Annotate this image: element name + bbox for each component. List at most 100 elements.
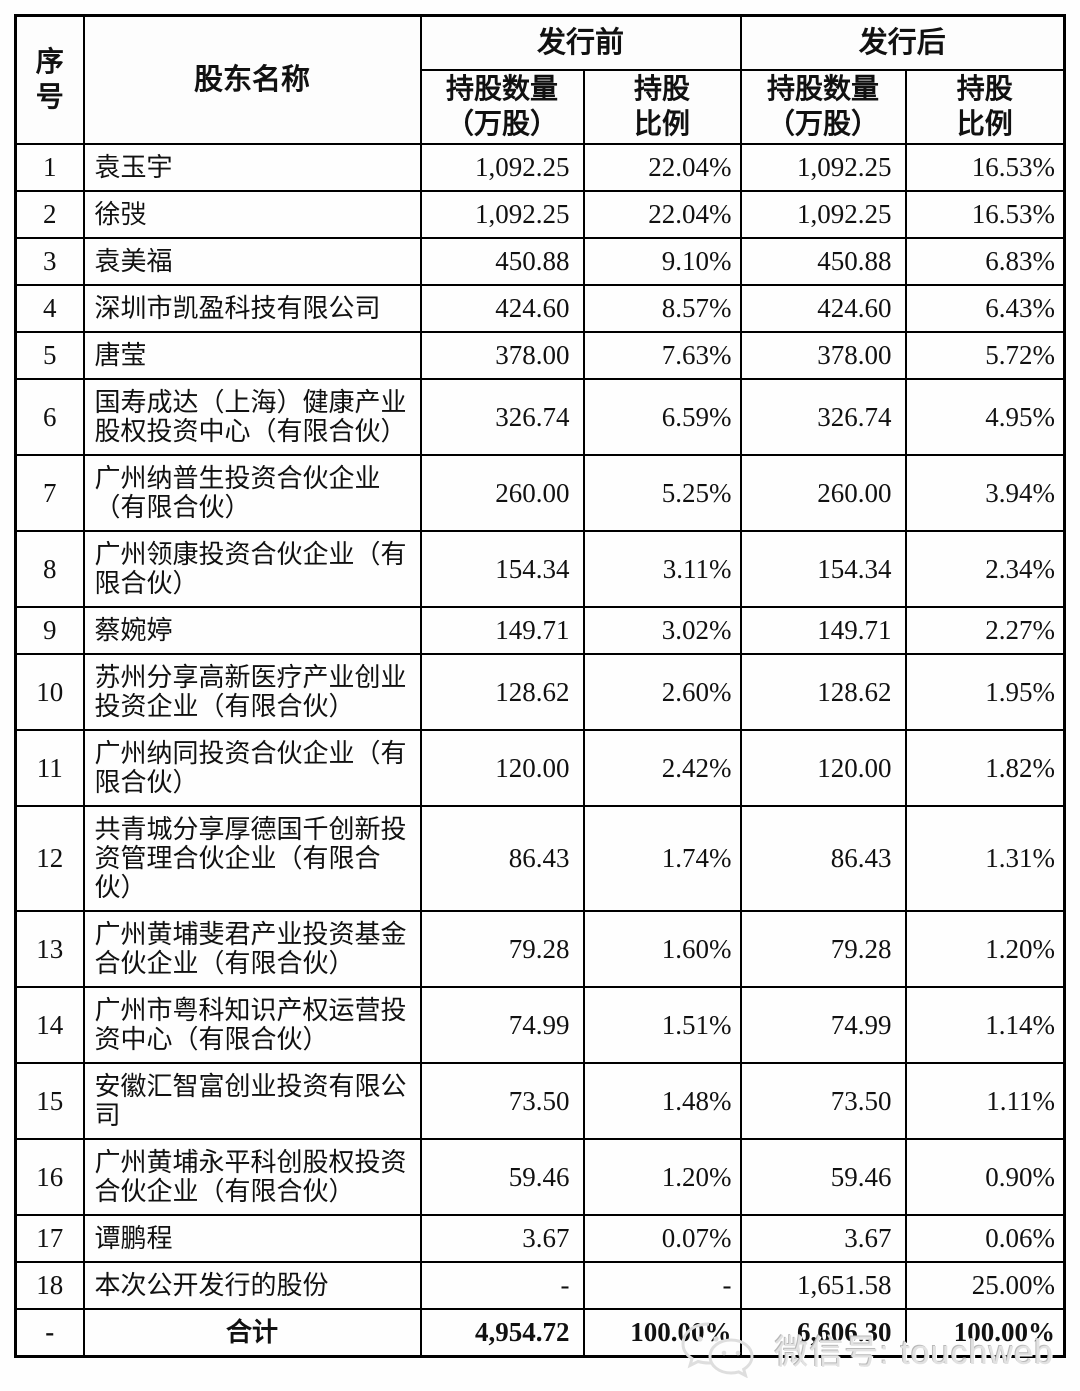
pre-issue-ratio-cell: 3.11% — [582, 530, 742, 608]
table-row: 13 广州黄埔斐君产业投资基金合伙企业（有限合伙） 79.28 1.60% 79.28 1… — [14, 910, 1066, 988]
pre-issue-ratio-cell: 1.74% — [582, 805, 742, 912]
post-issue-ratio-cell: 5.72% — [904, 331, 1066, 380]
header-pre-qty: 持股数量 （万股） — [419, 69, 585, 145]
pre-issue-ratio-cell: 6.59% — [582, 378, 742, 456]
table-row: 3 袁美福 450.88 9.10% 450.88 6.83% — [14, 237, 1066, 286]
post-issue-qty-cell: 378.00 — [739, 331, 907, 380]
post-issue-ratio-cell: 6.83% — [904, 237, 1066, 286]
table-row: 6 国寿成达（上海）健康产业股权投资中心（有限合伙） 326.74 6.59% 326.… — [14, 378, 1066, 456]
shareholder-name-cell: 深圳市凯盈科技有限公司 — [82, 284, 422, 333]
post-issue-qty-cell: 149.71 — [739, 606, 907, 655]
pre-issue-qty-cell: 3.67 — [419, 1214, 585, 1263]
post-issue-qty-cell: 154.34 — [739, 530, 907, 608]
shareholder-name-cell: 广州纳普生投资合伙企业（有限合伙） — [82, 454, 422, 532]
post-issue-ratio-cell: 4.95% — [904, 378, 1066, 456]
pre-issue-qty-cell: 378.00 — [419, 331, 585, 380]
pre-issue-qty-cell: 120.00 — [419, 729, 585, 807]
row-no-cell: 4 — [14, 284, 85, 333]
table-body: 1 袁玉宇 1,092.25 22.04% 1,092.25 16.53% 2 徐弢 1,092… — [14, 143, 1066, 1358]
post-issue-ratio-cell: 1.20% — [904, 910, 1066, 988]
shareholder-name-cell: 唐莹 — [82, 331, 422, 380]
shareholder-name-cell: 袁美福 — [82, 237, 422, 286]
pre-issue-ratio-cell: 22.04% — [582, 143, 742, 192]
post-issue-qty-cell: 59.46 — [739, 1138, 907, 1216]
post-issue-qty-cell: 260.00 — [739, 454, 907, 532]
shareholder-name-cell: 安徽汇智富创业投资有限公司 — [82, 1062, 422, 1140]
row-no-cell: - — [14, 1308, 85, 1358]
post-issue-ratio-cell: 16.53% — [904, 190, 1066, 239]
post-issue-ratio-cell: 1.14% — [904, 986, 1066, 1064]
post-issue-ratio-cell: 100.00% — [904, 1308, 1066, 1358]
table-row: 2 徐弢 1,092.25 22.04% 1,092.25 16.53% — [14, 190, 1066, 239]
pre-issue-ratio-cell: 9.10% — [582, 237, 742, 286]
pre-issue-ratio-cell: 2.42% — [582, 729, 742, 807]
pre-issue-ratio-cell: 1.51% — [582, 986, 742, 1064]
row-no-cell: 9 — [14, 606, 85, 655]
header-post-issue: 发行后 — [739, 14, 1066, 71]
pre-issue-qty-cell: 128.62 — [419, 653, 585, 731]
pre-issue-ratio-cell: 7.63% — [582, 331, 742, 380]
post-issue-qty-cell: 79.28 — [739, 910, 907, 988]
post-issue-ratio-cell: 1.82% — [904, 729, 1066, 807]
pre-issue-ratio-cell: - — [582, 1261, 742, 1310]
pre-issue-qty-cell: 74.99 — [419, 986, 585, 1064]
row-no-cell: 12 — [14, 805, 85, 912]
row-no-cell: 3 — [14, 237, 85, 286]
pre-issue-qty-cell: 79.28 — [419, 910, 585, 988]
pre-issue-qty-cell: 59.46 — [419, 1138, 585, 1216]
post-issue-qty-cell: 1,092.25 — [739, 190, 907, 239]
pre-issue-ratio-cell: 8.57% — [582, 284, 742, 333]
row-no-cell: 1 — [14, 143, 85, 192]
row-no-cell: 14 — [14, 986, 85, 1064]
pre-issue-ratio-cell: 1.60% — [582, 910, 742, 988]
post-issue-ratio-cell: 0.90% — [904, 1138, 1066, 1216]
pre-issue-ratio-cell: 3.02% — [582, 606, 742, 655]
wechat-watermark: 微信号: touchweb — [679, 1320, 1054, 1378]
shareholder-name-cell: 广州黄埔斐君产业投资基金合伙企业（有限合伙） — [82, 910, 422, 988]
table-row: 7 广州纳普生投资合伙企业（有限合伙） 260.00 5.25% 260.00 3.94% — [14, 454, 1066, 532]
row-no-cell: 2 — [14, 190, 85, 239]
pre-issue-ratio-cell: 1.20% — [582, 1138, 742, 1216]
table-row: 17 谭鹏程 3.67 0.07% 3.67 0.06% — [14, 1214, 1066, 1263]
pre-issue-qty-cell: - — [419, 1261, 585, 1310]
pre-issue-qty-cell: 1,092.25 — [419, 190, 585, 239]
shareholder-table: 序 号 股东名称 发行前 发行后 持股数量 （万股） 持股 比例 持股数量 （万… — [14, 14, 1066, 1358]
row-no-cell: 13 — [14, 910, 85, 988]
post-issue-qty-cell: 1,092.25 — [739, 143, 907, 192]
pre-issue-qty-cell: 86.43 — [419, 805, 585, 912]
pre-issue-qty-cell: 1,092.25 — [419, 143, 585, 192]
total-row: - 合计 4,954.72 100.00% 6,606.30 100.00% — [14, 1308, 1066, 1358]
table-row: 15 安徽汇智富创业投资有限公司 73.50 1.48% 73.50 1.11% — [14, 1062, 1066, 1140]
pre-issue-qty-cell: 424.60 — [419, 284, 585, 333]
row-no-cell: 18 — [14, 1261, 85, 1310]
table-row: 1 袁玉宇 1,092.25 22.04% 1,092.25 16.53% — [14, 143, 1066, 192]
post-issue-ratio-cell: 0.06% — [904, 1214, 1066, 1263]
pre-issue-qty-cell: 149.71 — [419, 606, 585, 655]
row-no-cell: 17 — [14, 1214, 85, 1263]
shareholder-name-cell: 本次公开发行的股份 — [82, 1261, 422, 1310]
header-shareholder-name: 股东名称 — [82, 14, 422, 145]
pre-issue-qty-cell: 4,954.72 — [419, 1308, 585, 1358]
table-row: 8 广州领康投资合伙企业（有限合伙） 154.34 3.11% 154.34 2.34% — [14, 530, 1066, 608]
row-no-cell: 11 — [14, 729, 85, 807]
post-issue-qty-cell: 3.67 — [739, 1214, 907, 1263]
header-post-qty: 持股数量 （万股） — [739, 69, 907, 145]
post-issue-ratio-cell: 2.27% — [904, 606, 1066, 655]
table-row: 9 蔡婉婷 149.71 3.02% 149.71 2.27% — [14, 606, 1066, 655]
row-no-cell: 5 — [14, 331, 85, 380]
shareholder-name-cell: 谭鹏程 — [82, 1214, 422, 1263]
pre-issue-qty-cell: 260.00 — [419, 454, 585, 532]
post-issue-qty-cell: 86.43 — [739, 805, 907, 912]
post-issue-qty-cell: 74.99 — [739, 986, 907, 1064]
pre-issue-ratio-cell: 0.07% — [582, 1214, 742, 1263]
row-no-cell: 10 — [14, 653, 85, 731]
post-issue-ratio-cell: 1.31% — [904, 805, 1066, 912]
post-issue-qty-cell: 1,651.58 — [739, 1261, 907, 1310]
shareholder-name-cell: 合计 — [82, 1308, 422, 1358]
shareholder-name-cell: 广州市粤科知识产权运营投资中心（有限合伙） — [82, 986, 422, 1064]
post-issue-qty-cell: 450.88 — [739, 237, 907, 286]
table-header: 序 号 股东名称 发行前 发行后 持股数量 （万股） 持股 比例 持股数量 （万… — [14, 14, 1066, 145]
shareholder-name-cell: 广州纳同投资合伙企业（有限合伙） — [82, 729, 422, 807]
pre-issue-ratio-cell: 1.48% — [582, 1062, 742, 1140]
post-issue-ratio-cell: 2.34% — [904, 530, 1066, 608]
